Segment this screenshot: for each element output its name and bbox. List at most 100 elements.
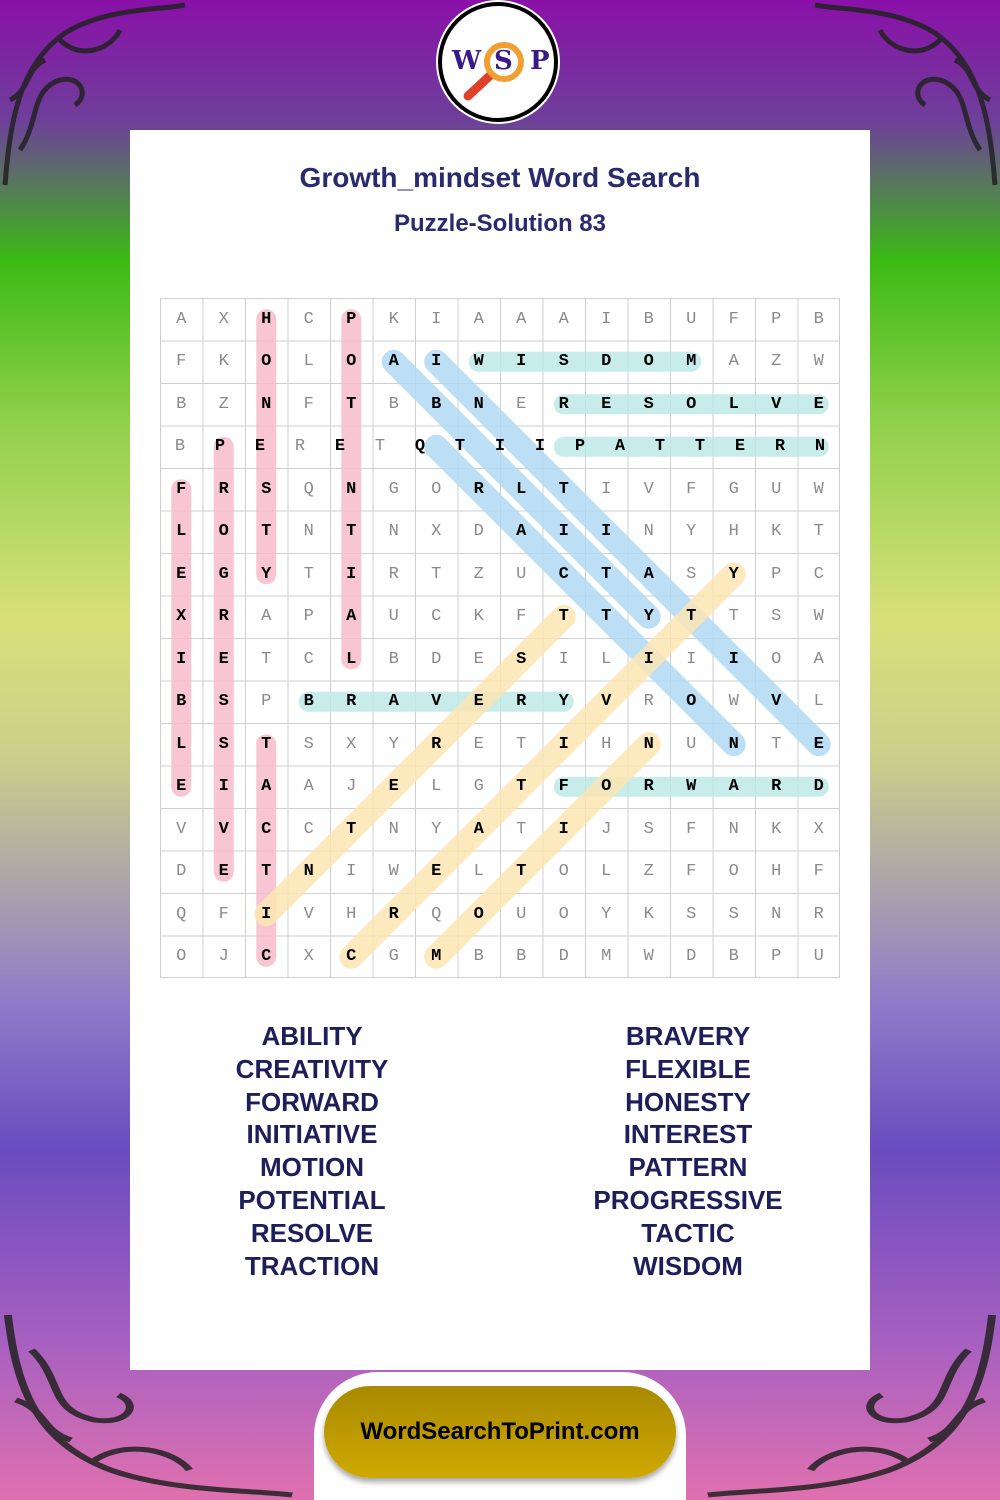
grid-cell[interactable]: R (771, 777, 782, 797)
grid-cell[interactable]: I (601, 522, 612, 542)
grid-cell[interactable]: Y (728, 564, 739, 584)
grid-cell[interactable]: A (813, 649, 824, 669)
grid-cell[interactable]: E (176, 777, 187, 797)
grid-cell[interactable]: I (431, 309, 442, 329)
grid-cell[interactable]: Q (414, 437, 426, 457)
grid-cell[interactable]: D (601, 352, 612, 372)
grid-cell[interactable]: T (728, 607, 739, 627)
grid-cell[interactable]: S (303, 734, 314, 754)
grid-cell[interactable]: S (643, 394, 654, 414)
grid-cell[interactable]: T (261, 649, 272, 669)
grid-cell[interactable]: R (558, 394, 569, 414)
grid-cell[interactable]: U (686, 734, 697, 754)
grid-cell[interactable]: B (728, 947, 739, 967)
grid-cell[interactable]: F (728, 309, 739, 329)
grid-cell[interactable]: R (388, 904, 399, 924)
grid-cell[interactable]: I (728, 649, 739, 669)
grid-cell[interactable]: Q (303, 479, 314, 499)
grid-cell[interactable]: U (771, 479, 782, 499)
grid-cell[interactable]: S (643, 819, 654, 839)
grid-cell[interactable]: N (728, 734, 739, 754)
grid-cell[interactable]: L (601, 862, 612, 882)
grid-cell[interactable]: G (218, 564, 229, 584)
grid-cell[interactable]: E (218, 862, 229, 882)
grid-cell[interactable]: I (346, 862, 357, 882)
grid-cell[interactable]: I (558, 522, 569, 542)
grid-cell[interactable]: B (473, 947, 484, 967)
grid-cell[interactable]: U (813, 947, 824, 967)
grid-cell[interactable]: W (813, 479, 824, 499)
grid-cell[interactable]: N (771, 904, 782, 924)
grid-cell[interactable]: I (558, 819, 569, 839)
grid-cell[interactable]: I (601, 479, 612, 499)
grid-cell[interactable]: P (214, 437, 226, 457)
grid-cell[interactable]: N (643, 734, 654, 754)
grid-cell[interactable]: W (388, 862, 399, 882)
grid-cell[interactable]: Y (601, 904, 612, 924)
grid-cell[interactable]: T (303, 564, 314, 584)
grid-cell[interactable]: T (558, 607, 569, 627)
grid-cell[interactable]: N (261, 394, 272, 414)
grid-cell[interactable]: M (431, 947, 442, 967)
grid-cell[interactable]: S (686, 904, 697, 924)
grid-cell[interactable]: F (218, 904, 229, 924)
grid-cell[interactable]: E (734, 437, 746, 457)
grid-cell[interactable]: P (771, 309, 782, 329)
grid-cell[interactable]: K (771, 819, 782, 839)
grid-cell[interactable]: N (643, 522, 654, 542)
grid-cell[interactable]: X (813, 819, 824, 839)
grid-cell[interactable]: T (694, 437, 706, 457)
grid-cell[interactable]: E (473, 734, 484, 754)
grid-cell[interactable]: X (176, 607, 187, 627)
grid-cell[interactable]: T (516, 819, 527, 839)
grid-cell[interactable]: H (261, 309, 272, 329)
grid-cell[interactable]: O (686, 394, 697, 414)
grid-cell[interactable]: B (431, 394, 442, 414)
grid-cell[interactable]: I (516, 352, 527, 372)
grid-cell[interactable]: I (346, 564, 357, 584)
grid-cell[interactable]: G (388, 479, 399, 499)
grid-cell[interactable]: B (174, 437, 186, 457)
grid-cell[interactable]: E (218, 649, 229, 669)
grid-cell[interactable]: P (303, 607, 314, 627)
grid-cell[interactable]: Z (771, 352, 782, 372)
website-link-button[interactable]: WordSearchToPrint.com (324, 1386, 676, 1478)
grid-cell[interactable]: O (643, 352, 654, 372)
grid-cell[interactable]: L (176, 734, 187, 754)
grid-cell[interactable]: S (686, 564, 697, 584)
grid-cell[interactable]: A (388, 352, 399, 372)
grid-cell[interactable]: D (431, 649, 442, 669)
grid-cell[interactable]: V (771, 394, 782, 414)
grid-cell[interactable]: H (728, 522, 739, 542)
grid-cell[interactable]: T (654, 437, 666, 457)
grid-cell[interactable]: Z (218, 394, 229, 414)
grid-cell[interactable]: N (388, 819, 399, 839)
grid-cell[interactable]: T (261, 522, 272, 542)
grid-cell[interactable]: E (813, 394, 824, 414)
grid-cell[interactable]: E (388, 777, 399, 797)
grid-cell[interactable]: B (176, 394, 187, 414)
grid-cell[interactable]: E (813, 734, 824, 754)
grid-cell[interactable]: J (346, 777, 357, 797)
grid-cell[interactable]: W (728, 692, 739, 712)
grid-cell[interactable]: O (558, 904, 569, 924)
grid-cell[interactable]: E (334, 437, 346, 457)
grid-cell[interactable]: L (601, 649, 612, 669)
grid-cell[interactable]: E (176, 564, 187, 584)
grid-cell[interactable]: T (516, 777, 527, 797)
grid-cell[interactable]: R (774, 437, 786, 457)
grid-cell[interactable]: A (261, 777, 272, 797)
grid-cell[interactable]: F (303, 394, 314, 414)
grid-cell[interactable]: T (686, 607, 697, 627)
grid-cell[interactable]: X (431, 522, 442, 542)
grid-cell[interactable]: A (516, 522, 527, 542)
grid-cell[interactable]: W (813, 352, 824, 372)
grid-cell[interactable]: S (218, 734, 229, 754)
grid-cell[interactable]: N (346, 479, 357, 499)
grid-cell[interactable]: L (473, 862, 484, 882)
grid-cell[interactable]: Y (261, 564, 272, 584)
grid-cell[interactable]: T (431, 564, 442, 584)
grid-cell[interactable]: F (813, 862, 824, 882)
grid-cell[interactable]: C (303, 309, 314, 329)
grid-cell[interactable]: R (294, 437, 306, 457)
